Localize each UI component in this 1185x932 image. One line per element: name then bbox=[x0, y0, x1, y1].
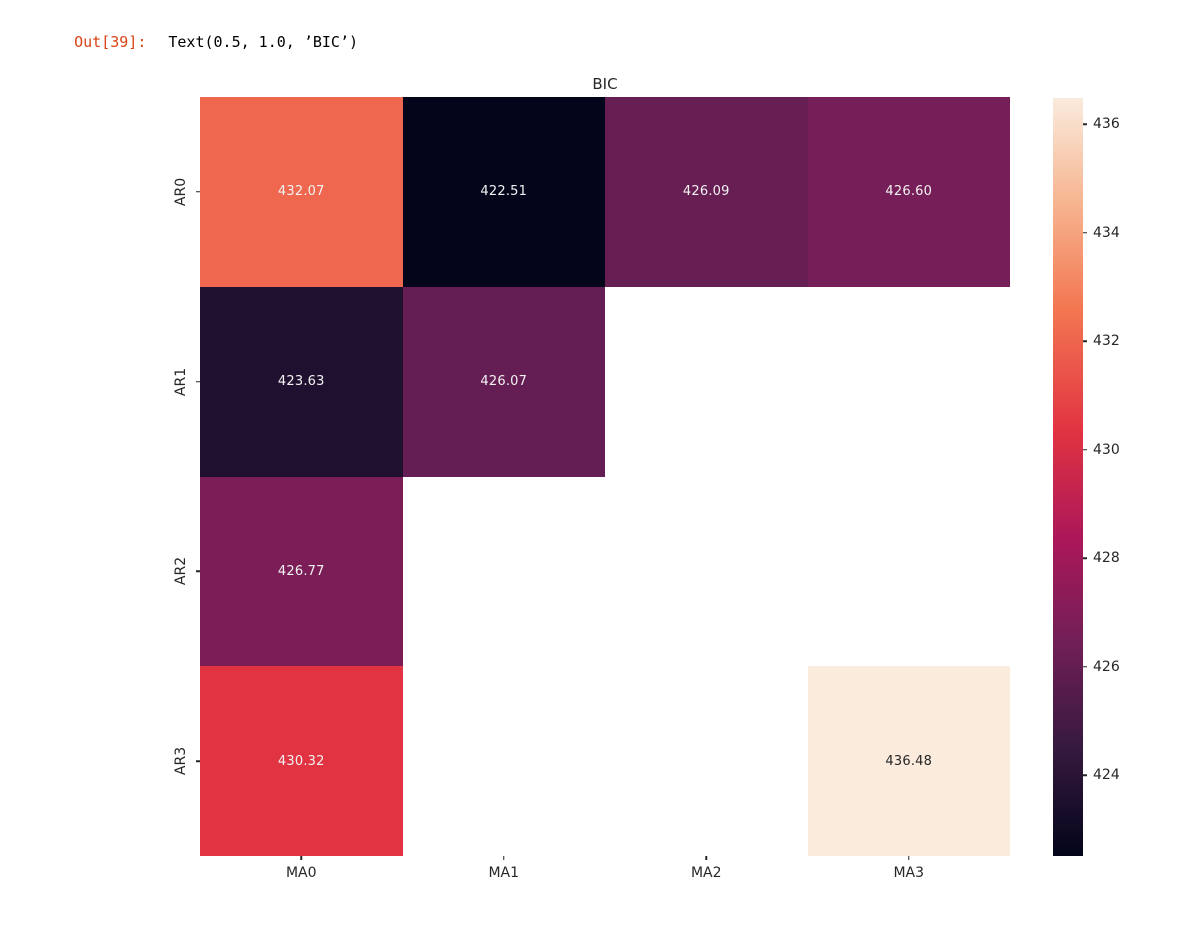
x-tick-mark bbox=[908, 856, 910, 860]
heatmap-cell-ar3-ma2 bbox=[605, 666, 808, 856]
colorbar-tick-mark bbox=[1083, 774, 1087, 776]
colorbar-gradient bbox=[1053, 98, 1083, 856]
heatmap-cell-ar0-ma2: 426.09 bbox=[605, 97, 808, 287]
out-value: Text(0.5, 1.0, ’BIC’) bbox=[168, 33, 359, 51]
x-axis: MA0 MA1 MA2 MA3 bbox=[200, 856, 1010, 884]
heatmap-cell-ar1-ma0: 423.63 bbox=[200, 286, 403, 477]
colorbar-tick-label: 428 bbox=[1093, 550, 1120, 567]
colorbar-tick-label: 430 bbox=[1093, 441, 1120, 458]
colorbar: 424 426 428 430 432 434 436 bbox=[1053, 98, 1120, 856]
x-tick-label-ma3: MA3 bbox=[893, 865, 925, 881]
y-tick-label-ar1: AR1 bbox=[173, 367, 189, 396]
y-tick-label-ar2: AR2 bbox=[173, 557, 189, 586]
y-tick-label-ar3: AR3 bbox=[173, 747, 189, 776]
x-tick-label-ma0: MA0 bbox=[285, 865, 317, 881]
heatmap-cell-ar0-ma3: 426.60 bbox=[807, 97, 1010, 287]
y-tick-mark bbox=[196, 191, 200, 193]
x-tick-label-ma1: MA1 bbox=[488, 865, 520, 881]
out-line: Out[39]: Text(0.5, 1.0, ’BIC’) bbox=[38, 12, 358, 72]
heatmap-cell-ar1-ma2 bbox=[605, 286, 808, 477]
heatmap-cell-ar1-ma1: 426.07 bbox=[402, 286, 605, 477]
x-tick-mark bbox=[503, 856, 505, 860]
x-tick-label-ma2: MA2 bbox=[690, 865, 722, 881]
heatmap-grid: 432.07 422.51 426.09 426.60 423.63 426.07 426.… bbox=[200, 97, 1010, 856]
y-tick-mark bbox=[196, 760, 200, 762]
heatmap-cell-ar3-ma3: 436.48 bbox=[807, 666, 1010, 856]
y-tick-label-ar0: AR0 bbox=[173, 177, 189, 206]
out-prompt: Out[39]: bbox=[74, 33, 147, 51]
heatmap-cell-ar2-ma0: 426.77 bbox=[200, 476, 403, 667]
y-tick-mark bbox=[196, 380, 200, 383]
x-tick-mark bbox=[300, 856, 302, 860]
y-axis: AR0 AR1 AR2 AR3 bbox=[160, 97, 200, 856]
heatmap-cell-ar3-ma0: 430.32 bbox=[200, 666, 403, 856]
colorbar-tick-mark bbox=[1083, 665, 1087, 668]
y-tick-mark bbox=[196, 570, 200, 573]
colorbar-tick-mark bbox=[1083, 557, 1087, 559]
colorbar-tick-mark bbox=[1083, 448, 1087, 451]
colorbar-tick-label: 434 bbox=[1093, 224, 1120, 241]
colorbar-tick-mark bbox=[1083, 231, 1087, 234]
heatmap-cell-ar1-ma3 bbox=[807, 286, 1010, 477]
colorbar-tick-mark bbox=[1083, 340, 1087, 342]
colorbar-tick-mark bbox=[1083, 123, 1087, 125]
heatmap-cell-ar2-ma3 bbox=[807, 476, 1010, 667]
heatmap-cell-ar2-ma1 bbox=[402, 476, 605, 667]
heatmap-cell-ar0-ma0: 432.07 bbox=[200, 97, 403, 287]
heatmap-cell-ar3-ma1 bbox=[402, 666, 605, 856]
colorbar-tick-label: 432 bbox=[1093, 333, 1120, 350]
x-tick-mark bbox=[705, 856, 707, 860]
colorbar-tick-label: 426 bbox=[1093, 658, 1120, 675]
colorbar-tick-label: 436 bbox=[1093, 116, 1120, 133]
heatmap-cell-ar0-ma1: 422.51 bbox=[402, 97, 605, 287]
chart-title: BIC bbox=[592, 75, 618, 93]
heatmap-cell-ar2-ma2 bbox=[605, 476, 808, 667]
colorbar-tick-label: 424 bbox=[1093, 767, 1120, 784]
